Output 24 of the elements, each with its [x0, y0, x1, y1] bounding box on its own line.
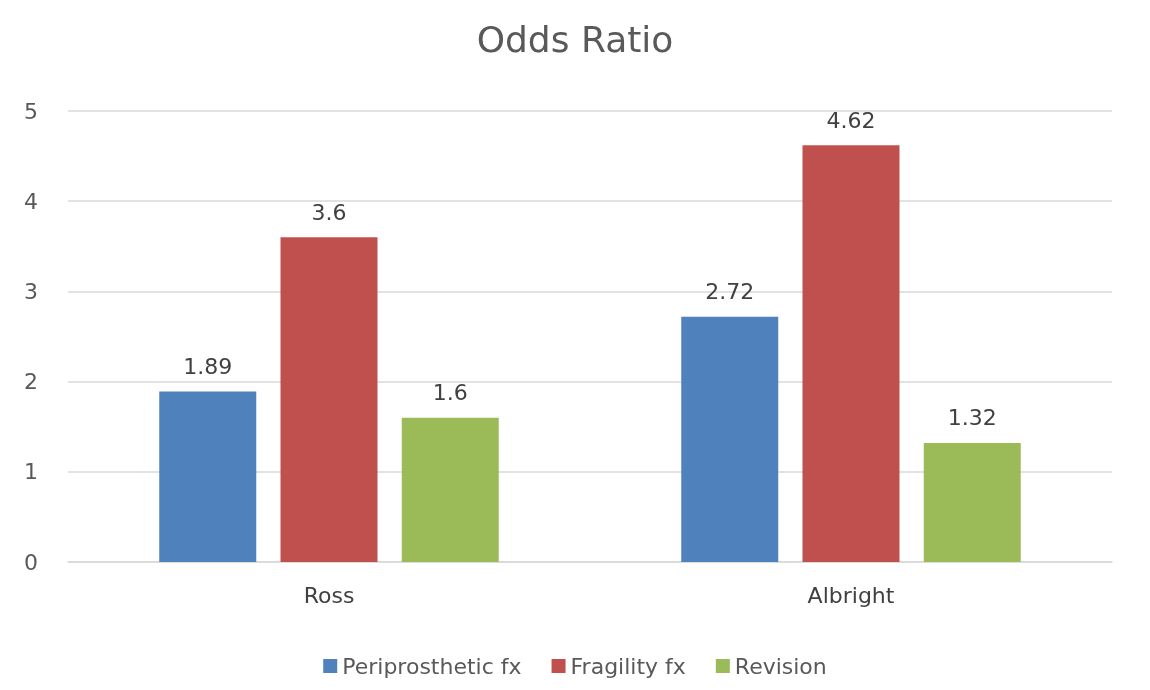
- y-tick-label: 3: [24, 278, 38, 304]
- data-label: 2.72: [705, 279, 755, 305]
- y-tick-label: 5: [24, 98, 38, 124]
- bar: [401, 417, 499, 562]
- legend-label: Periprosthetic fx: [342, 653, 522, 679]
- data-label: 1.32: [947, 405, 997, 431]
- data-label: 4.62: [826, 107, 876, 133]
- y-tick-label: 1: [24, 459, 38, 485]
- bar: [681, 316, 779, 562]
- bar: [159, 391, 257, 562]
- bar: [280, 237, 378, 562]
- chart-title: Odds Ratio: [476, 18, 674, 60]
- bar: [923, 442, 1021, 562]
- bar: [802, 145, 900, 562]
- x-tick-label: Ross: [303, 582, 355, 608]
- y-tick-label: 0: [24, 549, 38, 575]
- data-label: 1.89: [183, 354, 233, 380]
- legend-label: Fragility fx: [570, 653, 686, 679]
- y-tick-label: 4: [24, 188, 38, 214]
- data-label: 1.6: [432, 380, 468, 406]
- data-label: 3.6: [311, 199, 347, 225]
- y-tick-label: 2: [24, 369, 38, 395]
- x-tick-label: Albright: [807, 582, 895, 608]
- legend-label: Revision: [734, 653, 827, 679]
